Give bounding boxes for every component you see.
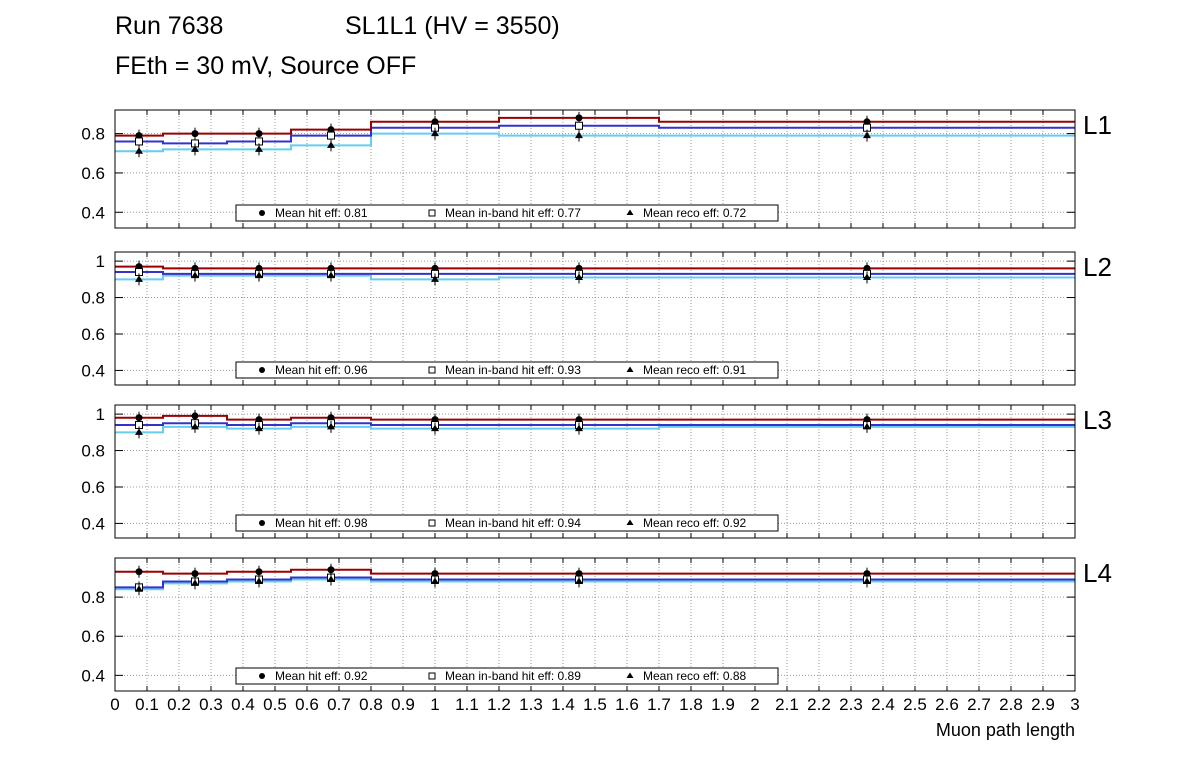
x-tick-label: 2.7 xyxy=(967,695,991,714)
title-run: Run 7638 xyxy=(115,12,224,40)
step-line-hit xyxy=(115,116,1075,137)
panel-label-L1: L1 xyxy=(1083,110,1112,140)
panel-label-L4: L4 xyxy=(1083,558,1112,588)
x-tick-label: 0.5 xyxy=(263,695,287,714)
legend-entry-text: Mean reco eff: 0.92 xyxy=(643,516,747,530)
y-tick-label: 0.8 xyxy=(81,289,105,308)
step-line-hit xyxy=(115,568,1075,575)
legend-L2: Mean hit eff: 0.96 Mean in-band hit eff: … xyxy=(235,361,779,379)
x-tick-label: 0.9 xyxy=(391,695,415,714)
x-tick-label: 2.2 xyxy=(807,695,831,714)
step-line-reco xyxy=(115,425,1075,434)
x-tick-label: 2.5 xyxy=(903,695,927,714)
x-tick-label: 1.8 xyxy=(679,695,703,714)
legend-L1: Mean hit eff: 0.81 Mean in-band hit eff: … xyxy=(235,204,779,222)
x-tick-label: 0.6 xyxy=(295,695,319,714)
legend-entry-text: Mean reco eff: 0.88 xyxy=(643,669,747,683)
step-line-hit xyxy=(115,414,1075,421)
x-tick-label: 0.8 xyxy=(359,695,383,714)
panel-label-L2: L2 xyxy=(1083,252,1112,282)
x-tick-label: 0.2 xyxy=(167,695,191,714)
x-tick-label: 2 xyxy=(750,695,759,714)
title-chamber: SL1L1 (HV = 3550) xyxy=(345,12,560,40)
step-line-inband xyxy=(115,271,1075,275)
x-tick-label: 1.3 xyxy=(519,695,543,714)
x-tick-label: 1.4 xyxy=(551,695,575,714)
x-tick-label: 1.2 xyxy=(487,695,511,714)
x-tick-label: 0 xyxy=(110,695,119,714)
step-line-inband xyxy=(115,576,1075,589)
legend-entry-text: Mean reco eff: 0.91 xyxy=(643,363,747,377)
x-tick-label: 1.9 xyxy=(711,695,735,714)
markers xyxy=(135,111,871,158)
axis-ticks xyxy=(114,110,1076,228)
x-tick-label: 0.4 xyxy=(231,695,255,714)
panel-L3: 0.4 0.6 0.8 1 Mean hit eff: 0.98 Mean in-band… xyxy=(81,404,1112,539)
x-tick-label: 1.7 xyxy=(647,695,671,714)
y-tick-label: 0.6 xyxy=(81,164,105,183)
x-tick-label: 2.4 xyxy=(871,695,895,714)
x-tick-label: 1.1 xyxy=(455,695,479,714)
legend-entry-text: Mean in-band hit eff: 0.77 xyxy=(445,206,581,220)
x-tick-label: 0.3 xyxy=(199,695,223,714)
x-tick-label: 2.6 xyxy=(935,695,959,714)
y-tick-label: 0.6 xyxy=(81,627,105,646)
legend-entry-text: Mean reco eff: 0.72 xyxy=(643,206,747,220)
markers xyxy=(135,409,871,439)
x-tick-label: 1 xyxy=(430,695,439,714)
legend-entry-text: Mean hit eff: 0.92 xyxy=(275,669,368,683)
step-line-hit xyxy=(115,265,1075,270)
legend-entry-text: Mean hit eff: 0.81 xyxy=(275,206,368,220)
y-tick-label: 0.4 xyxy=(81,666,105,685)
panel-L2: 0.4 0.6 0.8 1 Mean hit eff: 0.96 Mean in-band… xyxy=(81,251,1112,386)
legend-entry-text: Mean in-band hit eff: 0.93 xyxy=(445,363,581,377)
markers xyxy=(135,563,871,596)
y-tick-label: 0.6 xyxy=(81,325,105,344)
x-tick-label: 0.7 xyxy=(327,695,351,714)
axis-ticks xyxy=(114,405,1076,538)
markers xyxy=(135,260,871,286)
legend-L3: Mean hit eff: 0.98 Mean in-band hit eff: … xyxy=(235,514,779,532)
x-tick-label: 1.6 xyxy=(615,695,639,714)
x-tick-label: 2.3 xyxy=(839,695,863,714)
panel-L1: 0.4 0.6 0.8 Mean hit eff: 0.81 Mean in-band … xyxy=(81,109,1112,229)
y-tick-label: 0.6 xyxy=(81,478,105,497)
x-axis-labels: 0 0.1 0.2 0.3 0.4 0.5 0.6 0.7 0.8 0.9 1 1.1 1.2 1.3 1.… xyxy=(110,695,1079,714)
legend-entry-text: Mean hit eff: 0.96 xyxy=(275,363,368,377)
legend-entry-text: Mean hit eff: 0.98 xyxy=(275,516,368,530)
legend-entry-text: Mean in-band hit eff: 0.94 xyxy=(445,516,581,530)
axis-ticks xyxy=(114,252,1076,385)
y-tick-label: 1 xyxy=(96,405,105,424)
y-tick-label: 0.8 xyxy=(81,125,105,144)
y-tick-label: 0.4 xyxy=(81,514,105,533)
x-tick-label: 0.1 xyxy=(135,695,159,714)
x-tick-label: 1.5 xyxy=(583,695,607,714)
x-axis-title: Muon path length xyxy=(936,720,1075,740)
y-tick-label: 0.8 xyxy=(81,442,105,461)
legend-entry-text: Mean in-band hit eff: 0.89 xyxy=(445,669,581,683)
x-tick-label: 2.1 xyxy=(775,695,799,714)
panel-label-L3: L3 xyxy=(1083,405,1112,435)
step-line-reco xyxy=(115,274,1075,281)
step-line-inband xyxy=(115,422,1075,427)
x-tick-label: 2.9 xyxy=(1031,695,1055,714)
legend-L4: Mean hit eff: 0.92 Mean in-band hit eff: … xyxy=(235,667,779,685)
title-conditions: FEth = 30 mV, Source OFF xyxy=(115,52,417,80)
y-tick-label: 0.4 xyxy=(81,361,105,380)
panel-L4: 0.4 0.6 0.8 Mean hit eff: 0.92 Mean in-band … xyxy=(81,557,1112,692)
y-tick-label: 0.8 xyxy=(81,588,105,607)
y-tick-label: 1 xyxy=(96,252,105,271)
x-tick-label: 2.8 xyxy=(999,695,1023,714)
y-tick-label: 0.4 xyxy=(81,203,105,222)
axis-ticks xyxy=(114,558,1076,691)
x-tick-label: 3 xyxy=(1070,695,1079,714)
